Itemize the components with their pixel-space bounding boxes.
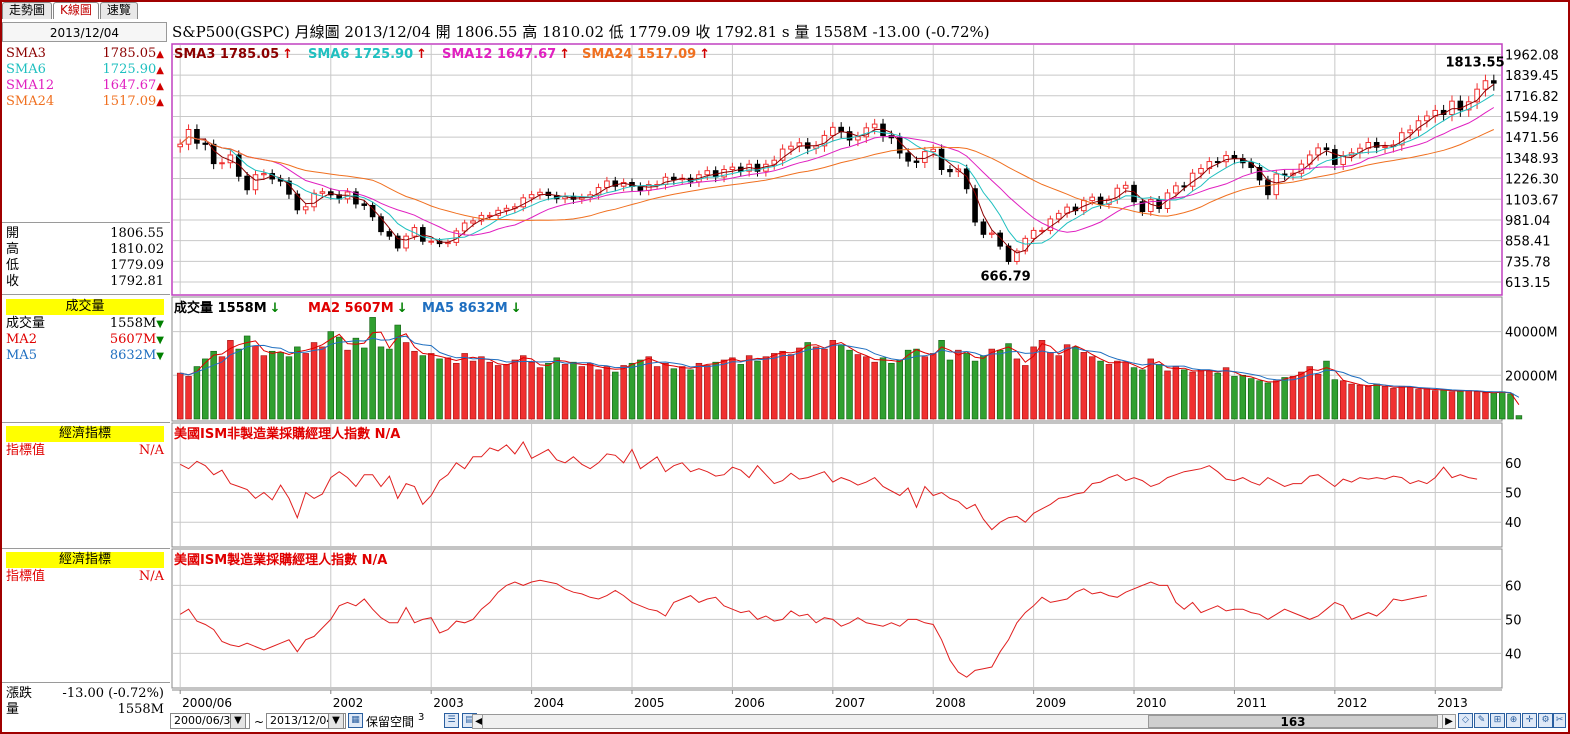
panel-date: 2013/12/04 — [2, 22, 167, 42]
sma24-label: SMA24 — [6, 94, 55, 109]
keep-space-value: 3 — [418, 712, 425, 723]
ma5-value: 8632M — [109, 348, 157, 363]
sma6-row: SMA6 1725.90▲ — [6, 62, 164, 78]
date-range-tilde: ~ — [254, 715, 265, 729]
close-label: 收 — [6, 274, 20, 289]
divider — [2, 294, 170, 295]
dropdown-icon: ▼ — [234, 715, 242, 726]
open-label: 開 — [6, 226, 20, 241]
change-row: 漲跌 -13.00 (-0.72%) — [6, 686, 164, 702]
grid-icon[interactable]: ☰ — [444, 713, 459, 728]
page-count: 163 — [1280, 715, 1306, 729]
econ1-value: N/A — [138, 443, 164, 458]
arrow-up-icon: ▲ — [156, 81, 164, 92]
last-volume-value: 1558M — [117, 702, 164, 717]
econ1-label: 指標值 — [6, 443, 46, 458]
to-date-dropdown[interactable]: ▼ — [328, 713, 344, 729]
chevron-right-icon: ▶ — [1445, 716, 1453, 727]
ma5-row: MA5 8632M▼ — [6, 348, 164, 364]
draw-icon[interactable]: ✎ — [1474, 713, 1489, 728]
tab-kline[interactable]: K線圖 — [53, 2, 99, 19]
tab-overview[interactable]: 速覽 — [99, 2, 138, 19]
close-value: 1792.81 — [110, 274, 164, 289]
from-date: 2000/06/30 — [174, 714, 238, 727]
high-value: 1810.02 — [110, 242, 164, 257]
sma3-value: 1785.05 — [102, 46, 157, 61]
last-volume-row: 量 1558M — [6, 702, 164, 718]
sma6-label: SMA6 — [6, 62, 46, 77]
fit-icon[interactable]: ⊞ — [1490, 713, 1505, 728]
arrow-up-icon: ▲ — [156, 65, 164, 76]
bottom-toolbar: 2000/06/30 ▼ ~ 2013/12/04 ▼ ▦ 保留空間 3 ☰ ▤… — [2, 712, 1568, 732]
keep-space-icon[interactable]: ▦ — [348, 713, 363, 728]
econ2-row: 指標值 N/A — [6, 569, 164, 585]
tab-bar: 走勢圖 K線圖 速覽 — [2, 2, 139, 19]
chevron-left-icon: ◀ — [475, 716, 483, 727]
sma24-row: SMA24 1517.09▲ — [6, 94, 164, 110]
ma2-value: 5607M — [109, 332, 157, 347]
zoom-in-icon[interactable]: ⊕ — [1506, 713, 1521, 728]
change-label: 漲跌 — [6, 686, 33, 701]
keep-space-label: 保留空間 — [366, 715, 415, 729]
chart-header: S&P500(GSPC) 月線圖 2013/12/04 開 1806.55 高 … — [172, 23, 990, 41]
volume-label: 成交量 — [6, 316, 46, 331]
change-value: -13.00 (-0.72%) — [62, 686, 164, 701]
from-date-dropdown[interactable]: ▼ — [230, 713, 246, 729]
ma2-label: MA2 — [6, 332, 37, 347]
divider — [2, 682, 170, 683]
econ2-value: N/A — [138, 569, 164, 584]
scroll-right-button[interactable]: ▶ — [1442, 714, 1456, 729]
econ2-section-title: 經濟指標 — [6, 552, 164, 568]
volume-section-title: 成交量 — [6, 299, 164, 315]
horizontal-scrollbar[interactable]: 163 — [482, 714, 1454, 729]
sma3-label: SMA3 — [6, 46, 46, 61]
divider — [2, 222, 170, 223]
econ1-row: 指標值 N/A — [6, 443, 164, 459]
sma12-value: 1647.67 — [102, 78, 157, 93]
high-label: 高 — [6, 242, 20, 257]
high-row: 高 1810.02 — [6, 242, 164, 258]
econ1-section-title: 經濟指標 — [6, 426, 164, 442]
arrow-up-icon: ▲ — [156, 97, 164, 108]
sma12-label: SMA12 — [6, 78, 55, 93]
ma5-label: MA5 — [6, 348, 37, 363]
sma24-value: 1517.09 — [102, 94, 157, 109]
crosshair-icon[interactable]: ✛ — [1522, 713, 1537, 728]
arrow-down-icon: ▼ — [156, 319, 164, 330]
dropdown-icon: ▼ — [332, 715, 340, 726]
volume-row: 成交量 1558M▼ — [6, 316, 164, 332]
low-row: 低 1779.09 — [6, 258, 164, 274]
arrow-down-icon: ▼ — [156, 335, 164, 346]
tab-trend[interactable]: 走勢圖 — [2, 2, 53, 19]
settings-icon[interactable]: ⚙ — [1538, 713, 1553, 728]
close-row: 收 1792.81 — [6, 274, 164, 290]
sma6-value: 1725.90 — [102, 62, 157, 77]
econ2-label: 指標值 — [6, 569, 46, 584]
low-value: 1779.09 — [110, 258, 164, 273]
volume-value: 1558M — [109, 316, 157, 331]
to-date-field[interactable]: 2013/12/04 — [266, 713, 346, 729]
ma2-row: MA2 5607M▼ — [6, 332, 164, 348]
sma12-row: SMA12 1647.67▲ — [6, 78, 164, 94]
zoom-out-icon[interactable]: ◇ — [1458, 713, 1473, 728]
sma3-row: SMA3 1785.05▲ — [6, 46, 164, 62]
divider — [2, 422, 170, 423]
divider — [2, 548, 170, 549]
info-panel: 2013/12/04 SMA3 1785.05▲ SMA6 1725.90▲ S… — [2, 22, 170, 717]
open-row: 開 1806.55 — [6, 226, 164, 242]
arrow-up-icon: ▲ — [156, 49, 164, 60]
scroll-thumb[interactable]: 163 — [1148, 715, 1438, 728]
last-volume-label: 量 — [6, 702, 20, 717]
to-date: 2013/12/04 — [270, 714, 334, 727]
low-label: 低 — [6, 258, 20, 273]
arrow-down-icon: ▼ — [156, 351, 164, 362]
tools-icon[interactable]: ✂ — [1553, 713, 1566, 728]
open-value: 1806.55 — [110, 226, 164, 241]
